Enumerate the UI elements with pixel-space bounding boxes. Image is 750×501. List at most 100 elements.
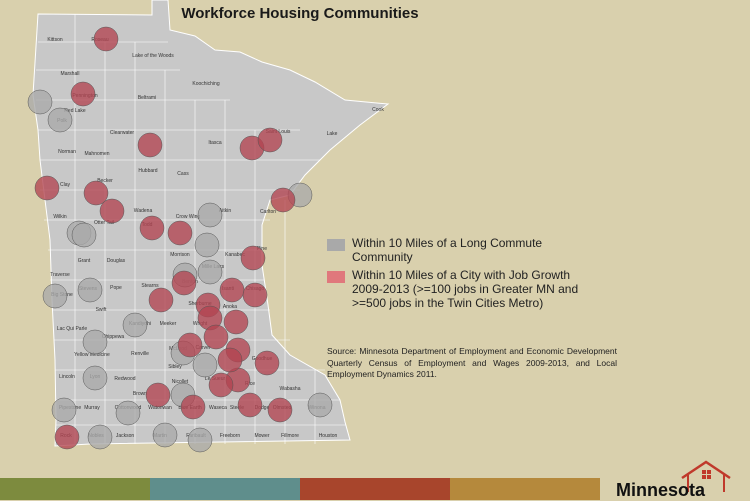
job-growth-circle: [203, 324, 229, 350]
job-growth-circle: [34, 175, 60, 201]
job-growth-circle: [257, 127, 283, 153]
commute-circle: [77, 277, 103, 303]
commute-circle: [187, 427, 213, 453]
county-label: Freeborn: [220, 433, 241, 439]
county-label: Dodge: [255, 405, 270, 411]
commute-circle: [71, 222, 97, 248]
job-growth-circle: [219, 277, 245, 303]
job-growth-circle: [208, 372, 234, 398]
county-label: Lake of the Woods: [132, 53, 174, 59]
county-label: Anoka: [223, 304, 237, 310]
county-label: Redwood: [114, 376, 135, 382]
county-label: Clay: [60, 182, 71, 188]
job-growth-circle: [254, 350, 280, 376]
county-label: Red Lake: [64, 108, 86, 114]
county-label: Carlton: [260, 209, 276, 215]
job-growth-circle: [93, 26, 119, 52]
county-label: Lake: [327, 131, 338, 137]
county-label: Jackson: [116, 433, 135, 439]
commute-circle: [192, 352, 218, 378]
job-growth-circle: [237, 392, 263, 418]
commute-circle: [307, 392, 333, 418]
job-growth-circle: [99, 198, 125, 224]
county-label: Yellow Medicine: [74, 352, 110, 358]
bar-segment-teal: [150, 478, 300, 500]
minnesota-housing-logo: Minnesota: [606, 458, 750, 500]
commute-circle: [115, 400, 141, 426]
house-icon: [681, 460, 731, 492]
county-label: Aitkin: [219, 208, 231, 214]
county-label: Norman: [58, 149, 76, 155]
county-label: Waseca: [209, 405, 227, 411]
county-label: Lincoln: [59, 374, 75, 380]
legend-label-gray: Within 10 Miles of a Long Commute Commun…: [352, 236, 543, 264]
county-label: Stearns: [141, 283, 159, 289]
county-label: Brown: [133, 391, 147, 397]
job-growth-circle: [137, 132, 163, 158]
county-label: Mower: [254, 433, 269, 439]
county-label: Beltrami: [138, 95, 156, 101]
county-label: Steele: [230, 405, 244, 411]
county-label: Meeker: [160, 321, 177, 327]
county-label: Cass: [177, 171, 189, 177]
job-growth-circle: [267, 397, 293, 423]
county-label: Carver: [195, 345, 210, 351]
commute-circle: [197, 202, 223, 228]
county-label: Mahnomen: [84, 151, 109, 157]
county-label: Fillmore: [281, 433, 299, 439]
county-label: Pope: [110, 285, 122, 291]
county-label: Otter Tail: [94, 220, 114, 226]
county-label: Lac Qui Parle: [57, 326, 88, 332]
county-label: Traverse: [50, 272, 70, 278]
commute-circle: [47, 107, 73, 133]
commute-circle: [197, 259, 223, 285]
legend-swatch-gray: [327, 239, 345, 251]
commute-circle: [194, 232, 220, 258]
county-label: Wilkin: [53, 214, 67, 220]
county-label: Kittson: [47, 37, 63, 43]
commute-circle: [152, 422, 178, 448]
county-label: Marshall: [61, 71, 80, 77]
county-label: Grant: [78, 258, 91, 264]
county-label: Crow Wing: [176, 214, 201, 220]
job-growth-circle: [270, 187, 296, 213]
commute-circle: [51, 397, 77, 423]
source-note: Source: Minnesota Department of Employme…: [327, 346, 617, 379]
job-growth-circle: [167, 220, 193, 246]
county-label: Swift: [96, 307, 107, 313]
map-title: Workforce Housing Communities: [181, 5, 419, 22]
commute-circle: [87, 424, 113, 450]
county-label: Douglas: [107, 258, 126, 264]
job-growth-circle: [180, 394, 206, 420]
county-label: Watonwan: [148, 405, 172, 411]
bar-segment-rust: [300, 478, 450, 500]
legend-item-red: Within 10 Miles of a City with Job Growt…: [327, 268, 602, 310]
job-growth-circle: [217, 347, 243, 373]
job-growth-circle: [54, 424, 80, 450]
commute-circle: [82, 329, 108, 355]
county-label: Rice: [245, 381, 255, 387]
job-growth-circle: [70, 81, 96, 107]
legend-item-gray: Within 10 Miles of a Long Commute Commun…: [327, 236, 562, 264]
county-label: Houston: [319, 433, 338, 439]
job-growth-circle: [148, 287, 174, 313]
job-growth-circle: [177, 332, 203, 358]
county-label: Renville: [131, 351, 149, 357]
legend-label-red: Within 10 Miles of a City with Job Growt…: [352, 268, 579, 310]
job-growth-circle: [145, 382, 171, 408]
county-label: Kanabec: [225, 252, 245, 258]
county-label: Nicollet: [172, 379, 189, 385]
county-label: Becker: [97, 178, 113, 184]
logo-text: Minnesota: [616, 480, 706, 500]
county-label: Chippewa: [102, 334, 124, 340]
job-growth-circle: [139, 215, 165, 241]
county-label: Clearwater: [110, 130, 135, 136]
county-label: Koochiching: [192, 81, 219, 87]
bar-segment-ochre: [450, 478, 600, 500]
legend-swatch-red: [327, 271, 345, 283]
job-growth-circle: [240, 245, 266, 271]
county-label: Pine: [257, 246, 267, 252]
job-growth-circle: [171, 270, 197, 296]
job-growth-circle: [83, 180, 109, 206]
